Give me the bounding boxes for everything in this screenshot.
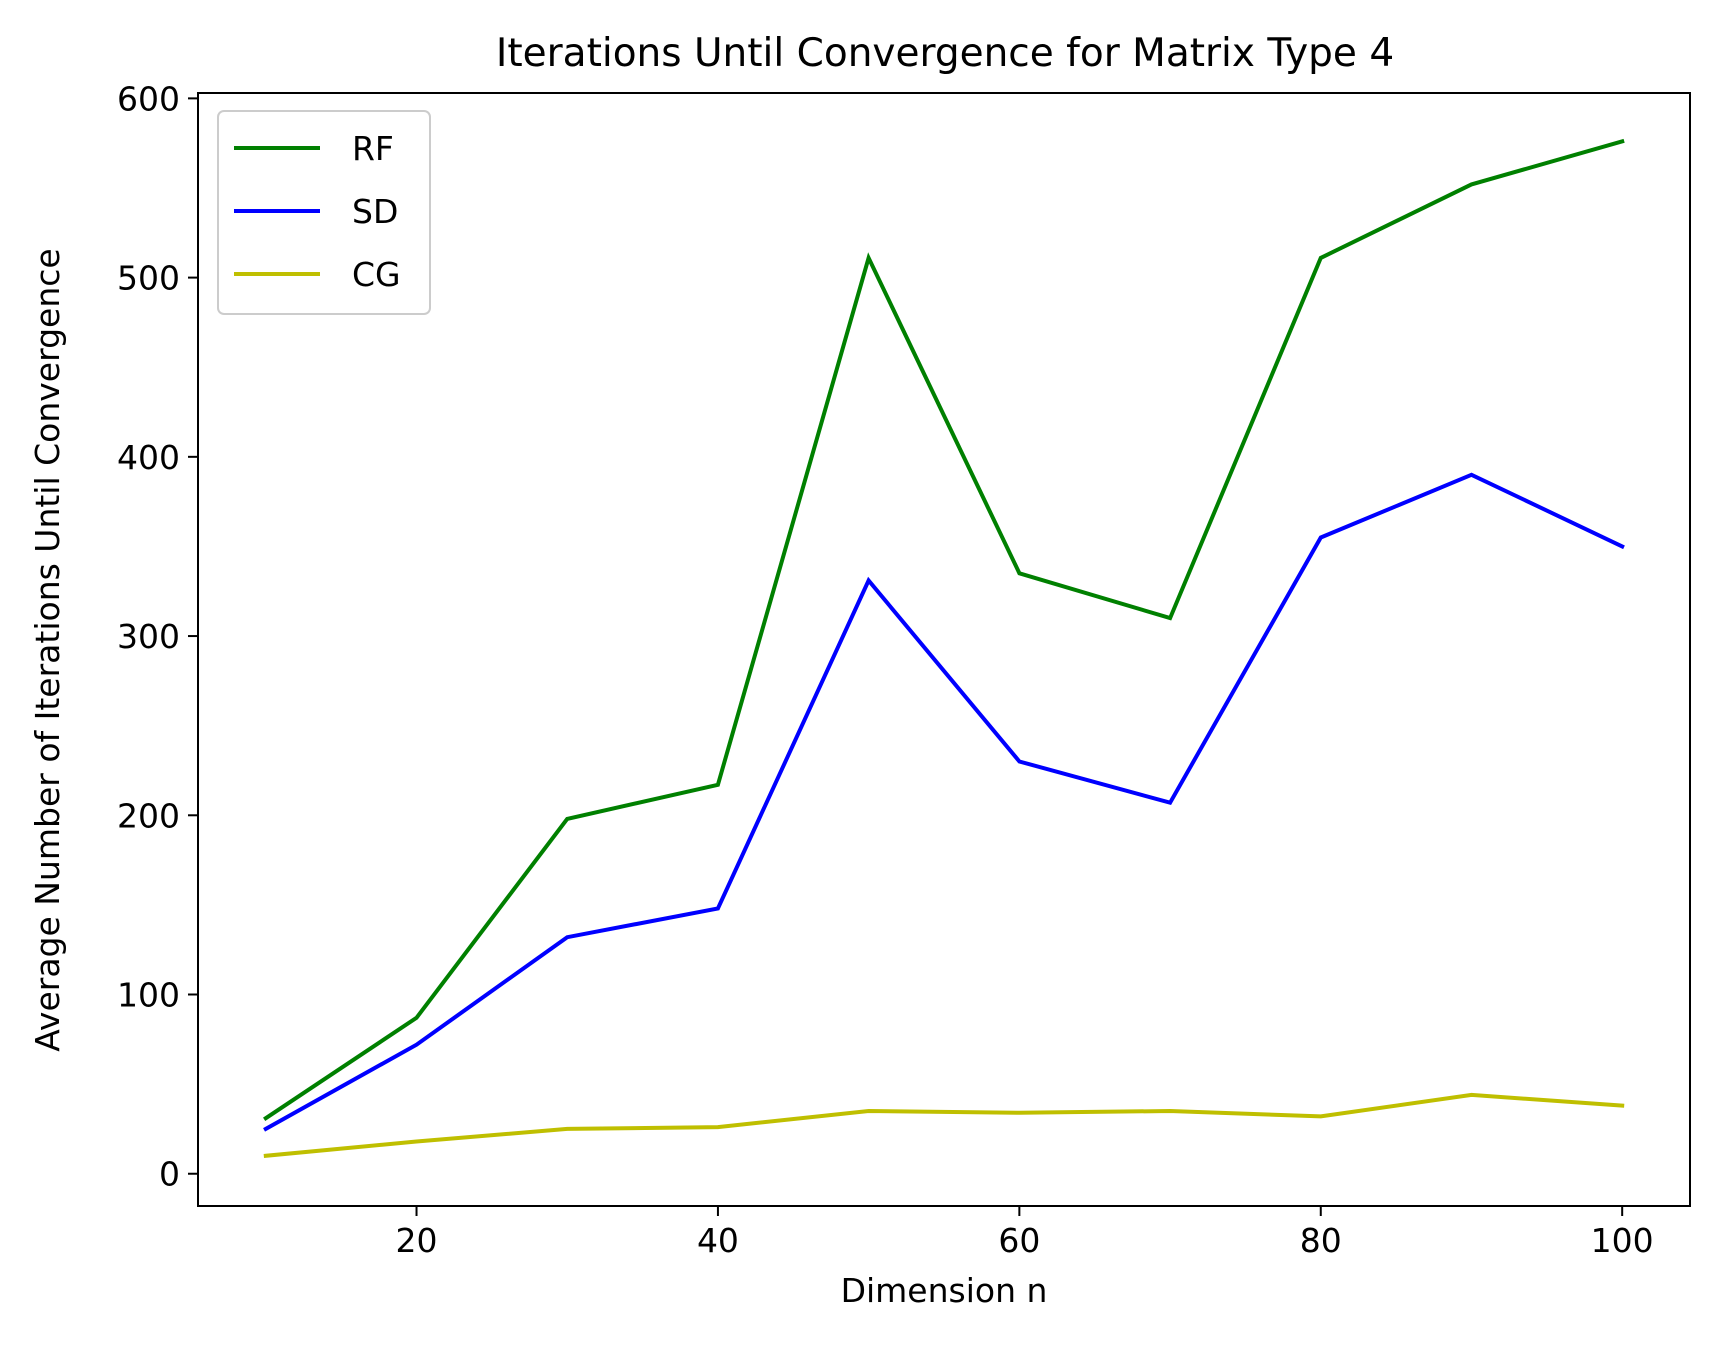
legend-label-sd: SD [352,192,398,231]
x-tick-label: 20 [396,1221,438,1260]
y-axis-label: Average Number of Iterations Until Conve… [28,248,67,1051]
legend: RF SD CG [217,110,431,315]
chart-title: Iterations Until Convergence for Matrix … [496,31,1394,76]
series-line-rf [263,138,1625,1121]
y-tick-label: 300 [117,617,180,656]
plot-frame [197,92,1691,1207]
x-axis: 20 40 60 80 100 [396,1206,1654,1260]
legend-label-cg: CG [352,255,401,294]
legend-label-rf: RF [352,129,394,168]
plot-area [263,138,1625,1158]
series-line-cg [263,1092,1625,1158]
x-tick-label: 100 [1591,1221,1654,1260]
y-tick-label: 200 [117,796,180,835]
y-tick-label: 0 [159,1155,180,1194]
series-line-sd [263,472,1625,1132]
x-tick-label: 80 [1300,1221,1342,1260]
y-tick-label: 500 [117,259,180,298]
y-tick-label: 100 [117,976,180,1015]
y-tick-label: 600 [117,79,180,118]
y-tick-label: 400 [117,438,180,477]
x-tick-label: 40 [697,1221,739,1260]
x-tick-label: 60 [998,1221,1040,1260]
y-axis: 0 100 200 300 400 500 600 [117,79,198,1194]
x-axis-label: Dimension n [841,1271,1048,1310]
legend-frame [217,110,431,315]
